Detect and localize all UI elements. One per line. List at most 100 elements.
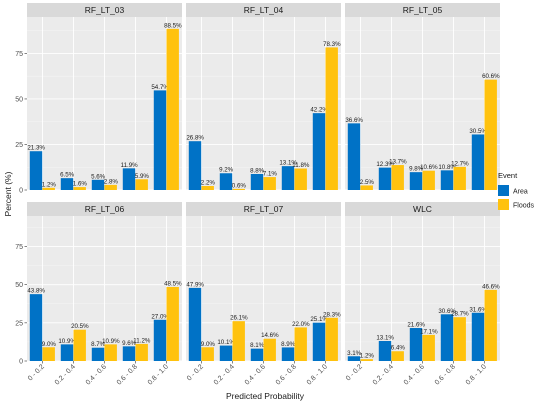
bar-area — [91, 347, 105, 361]
bar-floods — [104, 184, 117, 190]
bar-floods — [484, 289, 497, 361]
bar-area — [347, 123, 361, 190]
bar-floods — [166, 286, 179, 361]
bar-data-label: 10.9% — [58, 338, 76, 345]
bar-area — [250, 173, 264, 190]
panel-title: RF_LT_05 — [403, 5, 443, 15]
legend-label-area: Area — [513, 189, 528, 196]
panel-rf-lt-05: RF_LT_05 36.6% 12.3% 9.8% 10.8% 30.5% 2.5% 13.7… — [345, 3, 500, 191]
panel-title: RF_LT_04 — [244, 5, 284, 15]
panel-title: RF_LT_03 — [85, 5, 125, 15]
bar-data-label: 8.7% — [91, 341, 106, 348]
bar-area — [440, 170, 454, 190]
bar-area — [153, 90, 167, 190]
bar-data-label: 10.9% — [102, 338, 120, 345]
bar-data-label: 2.2% — [201, 179, 216, 186]
bar-floods — [484, 79, 497, 190]
y-tick-label: 25 — [15, 142, 23, 149]
bar-area — [409, 172, 423, 190]
panel-strip — [345, 3, 500, 17]
bar-data-label: 10.8% — [438, 164, 456, 171]
x-tick-label: 0.6 - 0.8 — [116, 363, 139, 386]
bar-data-label: 14.6% — [261, 332, 279, 339]
panel-rf-lt-07: RF_LT_07 47.9% 10.1% 8.1% 8.9% 25.1% 9.0% 26.1%… — [186, 202, 341, 387]
bar-floods — [263, 338, 276, 361]
bar-floods — [422, 170, 435, 190]
bar-data-label: 8.8% — [250, 167, 265, 174]
bar-floods — [453, 317, 466, 361]
panel-rf-lt-04: RF_LT_04 26.8% 9.2% 8.8% 13.1% 42.2% 2.2% 0.6% 7… — [186, 3, 341, 191]
bar-area — [188, 287, 202, 361]
bar-floods — [453, 166, 466, 190]
panel-title: WLC — [413, 204, 432, 214]
bar-area — [440, 314, 454, 361]
panel-title: RF_LT_07 — [244, 204, 284, 214]
bar-floods — [135, 343, 148, 361]
bar-area — [378, 341, 392, 361]
bar-data-label: 0.6% — [232, 182, 247, 189]
bar-data-label: 21.3% — [27, 145, 45, 152]
bar-area — [29, 151, 43, 190]
bar-data-label: 5.6% — [91, 173, 106, 180]
bar-data-label: 7.1% — [263, 171, 278, 178]
bar-data-label: 11.9% — [121, 162, 139, 169]
panel-strip — [345, 202, 500, 216]
bar-data-label: 6.5% — [60, 172, 75, 179]
legend-key-floods — [498, 199, 509, 210]
bar-area — [378, 167, 392, 190]
bar-floods — [325, 47, 338, 191]
bar-area — [312, 113, 326, 190]
bar-floods — [42, 347, 55, 361]
x-axis-title: Predicted Probability — [226, 391, 305, 401]
y-tick-label: 75 — [15, 244, 23, 251]
bar-area — [281, 166, 295, 190]
bar-area — [312, 322, 326, 361]
bar-area — [347, 356, 361, 361]
bar-data-label: 9.0% — [42, 341, 57, 348]
bar-data-label: 12.7% — [451, 160, 469, 167]
bar-floods — [201, 185, 214, 190]
bar-floods — [294, 327, 307, 361]
panel-strip — [186, 202, 341, 216]
bar-data-label: 25.1% — [310, 316, 328, 323]
bar-data-label: 31.6% — [469, 306, 487, 313]
bar-data-label: 20.5% — [71, 323, 89, 330]
bar-area — [122, 346, 136, 361]
bar-area — [60, 344, 74, 361]
bar-data-label: 26.8% — [186, 135, 204, 142]
x-tick-label: 0 - 0.2 — [186, 363, 205, 382]
bar-data-label: 21.6% — [407, 322, 425, 329]
bar-area — [29, 294, 43, 361]
bar-data-label: 6.4% — [391, 345, 406, 352]
bar-data-label: 10.1% — [217, 339, 235, 346]
x-tick-label: 0.2 - 0.4 — [372, 363, 395, 386]
y-tick-label: 0 — [19, 188, 23, 195]
bar-data-label: 2.8% — [104, 178, 119, 185]
legend-label-floods: Floods — [513, 203, 535, 210]
bar-data-label: 5.9% — [135, 173, 150, 180]
panels: RF_LT_03 21.3% 6.5% 5.6% 11.9% 54.7% 1.2% 1.6% 2… — [15, 3, 500, 387]
bar-data-label: 54.7% — [151, 84, 169, 91]
bar-data-label: 13.1% — [279, 160, 297, 167]
bar-data-label: 60.6% — [482, 73, 500, 80]
panel-rf-lt-03: RF_LT_03 21.3% 6.5% 5.6% 11.9% 54.7% 1.2% 1.6% 2… — [15, 3, 182, 195]
bar-data-label: 36.6% — [345, 117, 363, 124]
bar-floods — [294, 168, 307, 190]
bar-area — [281, 347, 295, 361]
x-tick-label: 0 - 0.2 — [27, 363, 46, 382]
bar-floods — [360, 185, 373, 190]
bar-data-label: 13.7% — [389, 159, 407, 166]
bar-area — [471, 134, 485, 190]
bar-data-label: 1.2% — [360, 353, 375, 360]
bar-data-label: 1.2% — [42, 181, 57, 188]
bar-data-label: 88.5% — [164, 22, 182, 29]
bar-area — [91, 179, 105, 190]
panel-strip — [186, 3, 341, 17]
bar-data-label: 28.3% — [323, 311, 341, 318]
bar-floods — [73, 187, 86, 190]
x-tick-label: 0.8 - 1.0 — [465, 363, 488, 386]
x-tick-label: 0.4 - 0.6 — [403, 363, 426, 386]
bar-floods — [73, 329, 86, 361]
bar-area — [188, 141, 202, 190]
